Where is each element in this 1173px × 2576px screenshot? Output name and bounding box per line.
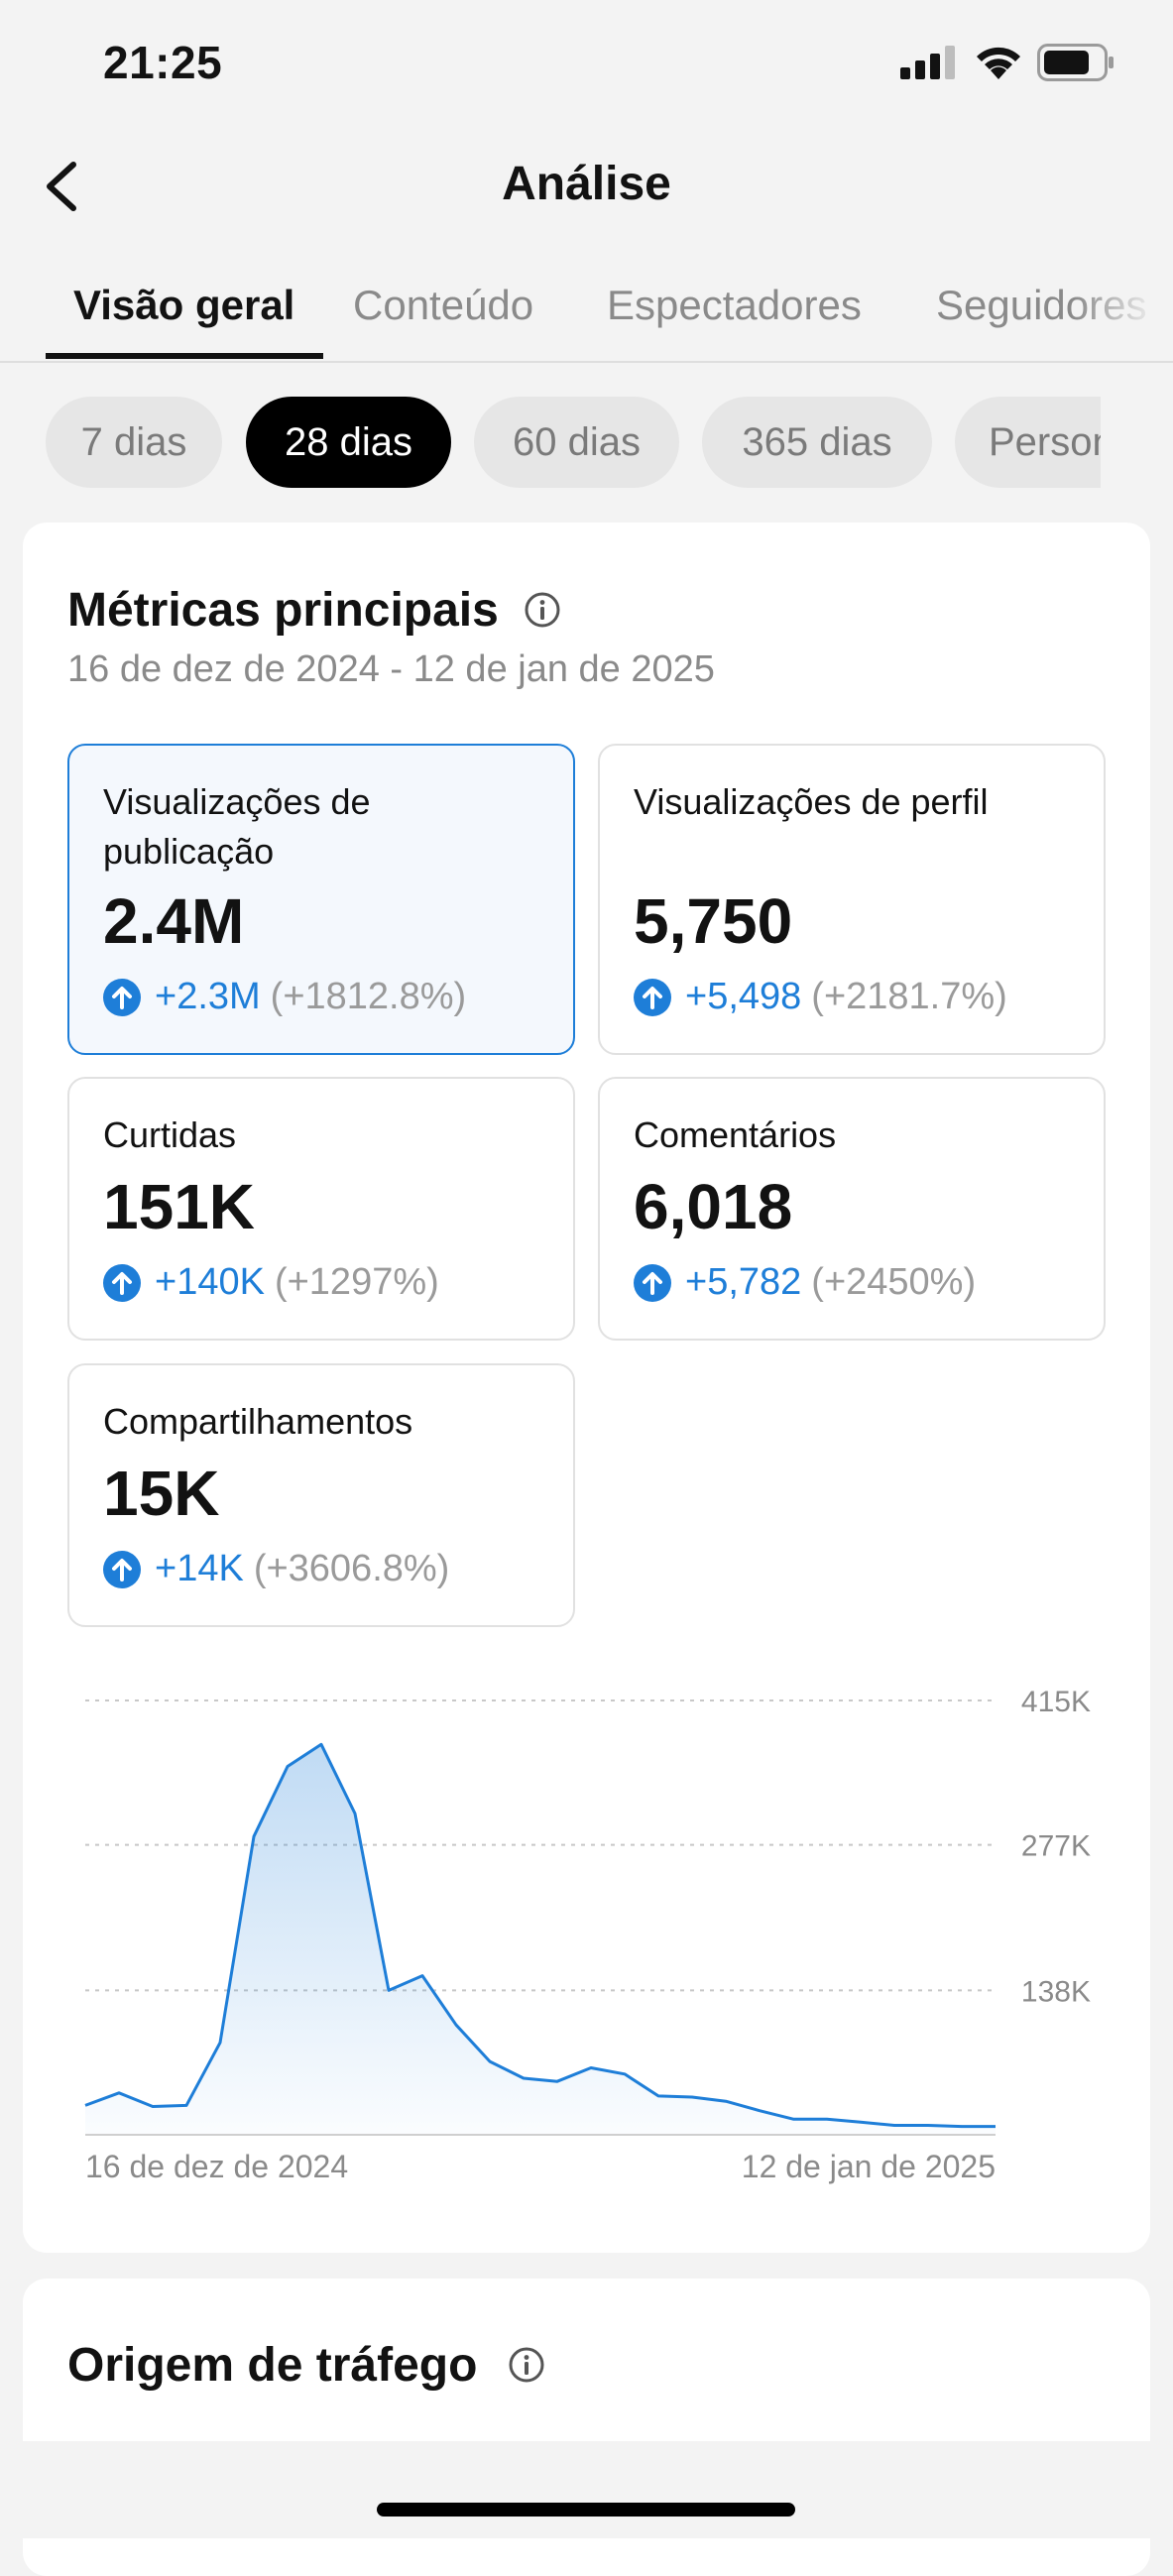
metric-label: Visualizações de publicação	[103, 781, 371, 872]
metric-delta: +14K	[155, 1548, 244, 1589]
metric-percent: (+2450%)	[811, 1261, 977, 1303]
metric-delta: +5,498	[685, 976, 802, 1017]
period-chip-365-days[interactable]: 365 dias	[702, 397, 932, 488]
home-indicator	[377, 2503, 795, 2517]
traffic-source-title: Origem de tráfego	[67, 2339, 478, 2392]
date-range: 16 de dez de 2024 - 12 de jan de 2025	[67, 648, 715, 690]
metric-label: Compartilhamentos	[103, 1401, 413, 1442]
wifi-icon	[977, 47, 1020, 79]
y-tick-label: 415K	[1021, 1686, 1091, 1718]
arrow-up-circle-icon	[634, 1263, 671, 1302]
metric-label: Visualizações de perfil	[634, 781, 989, 822]
x-axis-start-label: 16 de dez de 2024	[85, 2149, 348, 2184]
y-tick-label: 277K	[1021, 1830, 1091, 1863]
metric-card-comments[interactable]: Comentários 6,018 +5,782 (+2450%)	[598, 1077, 1106, 1341]
metric-change: +5,498 (+2181.7%)	[634, 976, 1007, 1018]
arrow-up-circle-icon	[103, 978, 141, 1016]
tab-bar: Visão geral Conteúdo Espectadores Seguid…	[0, 266, 1173, 361]
metric-delta: +140K	[155, 1261, 265, 1303]
tabs-fade-overlay	[1074, 248, 1173, 357]
tabs-divider	[0, 361, 1173, 363]
metric-change: +2.3M (+1812.8%)	[103, 976, 466, 1018]
metric-change: +5,782 (+2450%)	[634, 1261, 976, 1304]
status-time: 21:25	[103, 37, 223, 88]
battery-icon	[1037, 44, 1114, 81]
metric-value: 2.4M	[103, 885, 245, 957]
tab-viewers[interactable]: Espectadores	[607, 282, 862, 328]
metric-delta: +2.3M	[155, 976, 261, 1017]
period-chip-7-days[interactable]: 7 dias	[46, 397, 222, 488]
info-icon[interactable]	[508, 2346, 545, 2384]
metric-label: Comentários	[634, 1114, 837, 1155]
metric-delta: +5,782	[685, 1261, 802, 1303]
cellular-signal-icon	[900, 46, 955, 79]
period-chip-28-days[interactable]: 28 dias	[246, 397, 451, 488]
chevron-left-icon	[47, 162, 76, 211]
metric-card-shares[interactable]: Compartilhamentos 15K +14K (+3606.8%)	[67, 1363, 575, 1627]
metric-percent: (+2181.7%)	[811, 976, 1007, 1017]
period-chip-60-days[interactable]: 60 dias	[474, 397, 679, 488]
arrow-up-circle-icon	[103, 1550, 141, 1588]
metric-value: 15K	[103, 1458, 220, 1529]
metric-percent: (+3606.8%)	[253, 1548, 450, 1589]
page-title: Análise	[502, 158, 671, 210]
info-icon[interactable]	[524, 591, 561, 629]
metric-change: +14K (+3606.8%)	[103, 1548, 449, 1590]
tab-overview[interactable]: Visão geral	[73, 282, 295, 328]
views-trend-chart: 138K 277K 415K 16 de dez de 2024 12 de jan…	[84, 1686, 1091, 2184]
metric-change: +140K (+1297%)	[103, 1261, 439, 1304]
metrics-title: Métricas principais	[67, 584, 499, 637]
active-tab-indicator	[46, 353, 323, 359]
metric-value: 6,018	[634, 1171, 793, 1242]
y-tick-label: 138K	[1021, 1975, 1091, 2008]
chart-area	[85, 1744, 996, 2135]
chart-line	[84, 1742, 996, 2129]
arrow-up-circle-icon	[634, 978, 671, 1016]
metric-card-likes[interactable]: Curtidas 151K +140K (+1297%)	[67, 1077, 575, 1341]
chips-edge	[1101, 393, 1173, 492]
back-button[interactable]	[38, 157, 89, 216]
metric-label: Curtidas	[103, 1114, 237, 1155]
metric-value: 5,750	[634, 885, 793, 957]
metric-percent: (+1297%)	[274, 1261, 439, 1303]
x-axis-end-label: 12 de jan de 2025	[742, 2149, 996, 2184]
bottom-safe-area	[0, 2441, 1173, 2538]
metric-percent: (+1812.8%)	[270, 976, 467, 1017]
arrow-up-circle-icon	[103, 1263, 141, 1302]
metric-value: 151K	[103, 1171, 255, 1242]
metric-card-post-views[interactable]: Visualizações de publicação 2.4M +2.3M (…	[67, 744, 575, 1055]
tab-content[interactable]: Conteúdo	[353, 282, 534, 328]
metric-card-profile-views[interactable]: Visualizações de perfil 5,750 +5,498 (+2…	[598, 744, 1106, 1055]
